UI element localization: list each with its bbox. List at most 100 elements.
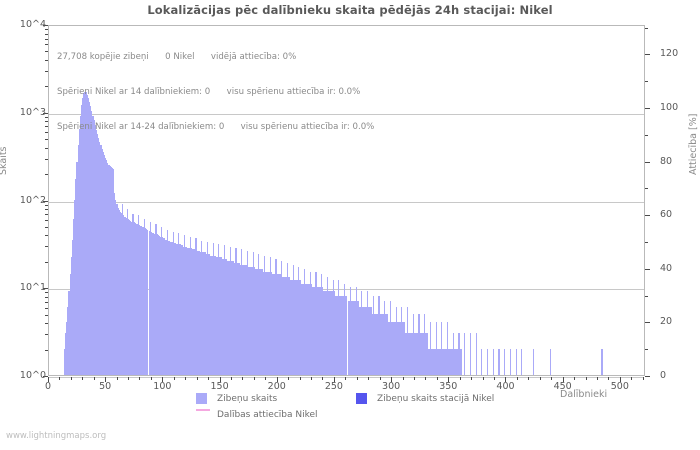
y-tick-right <box>645 349 648 351</box>
bar <box>132 214 134 375</box>
bar <box>164 239 166 375</box>
bar <box>403 322 405 375</box>
bar <box>373 313 375 375</box>
x-tick <box>253 377 255 380</box>
legend-line-marker <box>196 409 210 411</box>
bar <box>419 333 421 375</box>
bar <box>400 322 402 375</box>
bar <box>234 262 236 375</box>
x-tick-label: 250 <box>324 381 343 392</box>
bar <box>347 300 349 375</box>
bar <box>360 306 362 375</box>
bar <box>504 348 506 375</box>
bar <box>107 162 109 375</box>
bar <box>427 348 429 375</box>
bar <box>258 253 260 375</box>
bar <box>183 235 186 375</box>
bar <box>105 157 107 375</box>
bar <box>430 348 433 375</box>
bar <box>78 128 80 375</box>
x-tick <box>322 377 324 380</box>
x-tick-label: 450 <box>553 381 572 392</box>
bar <box>509 348 512 375</box>
bar <box>412 313 414 375</box>
y-tick-left-minor <box>45 51 48 53</box>
bar <box>147 229 149 375</box>
bar <box>498 348 500 375</box>
bar <box>376 313 378 375</box>
bar <box>156 234 158 375</box>
bar <box>127 218 130 375</box>
bar <box>294 280 297 375</box>
x-tick-label: 500 <box>610 381 629 392</box>
bar <box>219 257 221 375</box>
bar <box>106 160 108 375</box>
x-tick <box>379 377 381 380</box>
bar <box>278 274 281 375</box>
bar <box>265 271 267 375</box>
bar <box>256 269 258 375</box>
bar <box>402 322 404 375</box>
bar <box>228 260 230 375</box>
bar <box>276 274 278 375</box>
bar <box>396 322 398 375</box>
x-tick <box>505 377 507 382</box>
x-tick <box>230 377 232 380</box>
bar <box>235 248 237 375</box>
x-tick <box>608 377 610 380</box>
bar <box>85 92 87 375</box>
bar <box>440 348 442 375</box>
bar <box>481 348 483 375</box>
bar <box>204 252 206 375</box>
y-tick-right <box>645 242 648 244</box>
y-tick-label-right: 20 <box>660 316 673 328</box>
y-tick-label-left: 10^2 <box>19 194 46 206</box>
x-tick <box>436 377 438 380</box>
y-tick-label-right: 100 <box>660 102 679 114</box>
bar <box>126 208 128 375</box>
bar <box>425 333 427 375</box>
bar <box>108 164 110 375</box>
bar <box>364 306 366 375</box>
bar <box>515 348 517 375</box>
bar <box>262 271 264 375</box>
bar <box>410 333 412 375</box>
legend-color-swatch <box>196 393 207 404</box>
bar <box>159 237 162 375</box>
bar <box>416 333 418 375</box>
bar <box>206 241 208 375</box>
bar <box>114 192 116 375</box>
y-tick-left-minor <box>45 147 48 149</box>
bar <box>325 291 327 375</box>
bar <box>381 313 383 375</box>
x-tick <box>356 377 358 380</box>
bar <box>433 348 435 375</box>
bar <box>214 255 216 375</box>
bar <box>337 295 339 375</box>
bar <box>309 271 311 375</box>
x-axis-label: Dalībnieki <box>560 389 608 400</box>
y-tick-left-minor <box>45 235 48 237</box>
y-tick-left-minor <box>45 139 48 141</box>
y-tick-left-minor <box>45 174 48 176</box>
bar <box>227 260 229 375</box>
x-tick-label: 0 <box>44 381 52 392</box>
bar <box>371 313 373 375</box>
bar <box>368 306 370 375</box>
y-tick-label-left: 10^0 <box>19 370 46 381</box>
bar <box>417 333 419 375</box>
bar <box>81 105 83 375</box>
bar <box>314 287 316 375</box>
bar <box>333 291 335 375</box>
x-tick <box>562 377 564 382</box>
y-tick-label-right: 60 <box>660 209 673 221</box>
x-tick <box>368 377 370 380</box>
bar <box>202 252 204 375</box>
bar <box>408 333 410 375</box>
bar <box>115 199 117 375</box>
bar <box>305 283 307 375</box>
bar <box>424 313 426 375</box>
bar <box>73 218 75 375</box>
y-tick-left-minor <box>45 296 48 298</box>
